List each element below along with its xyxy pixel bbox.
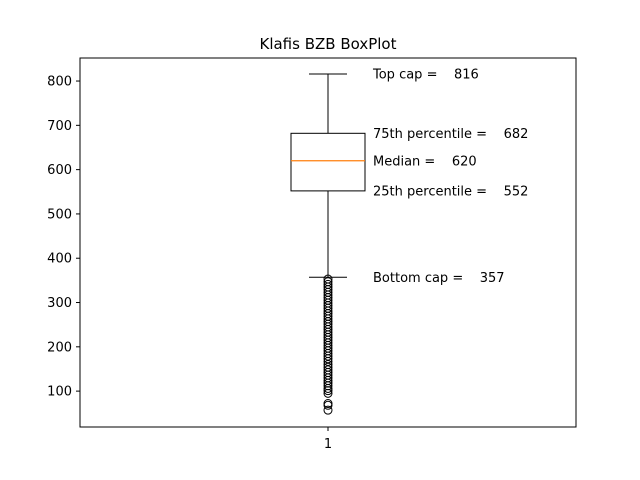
y-tick-label: 300 <box>47 296 72 311</box>
outlier-point <box>323 277 333 287</box>
y-tick-label: 600 <box>47 163 72 178</box>
y-tick-label: 700 <box>47 119 72 134</box>
annotation-text: Bottom cap = 357 <box>373 271 505 286</box>
plot-area: 100 200 300 400 500 600 700 800 1 Top cap = 816 75… <box>47 57 577 452</box>
outlier-point <box>323 405 333 415</box>
annotation-text: 75th percentile = 682 <box>373 127 528 142</box>
y-tick-label: 800 <box>47 75 72 90</box>
outlier-point <box>323 279 333 289</box>
annotation-text: Median = 620 <box>373 154 477 169</box>
y-tick-label: 500 <box>47 207 72 222</box>
chart-title: Klafis BZB BoxPlot <box>259 35 396 53</box>
y-tick-label: 100 <box>47 385 72 400</box>
annotation-text: Top cap = 816 <box>372 67 479 82</box>
outlier-point <box>323 399 333 409</box>
x-tick-label: 1 <box>324 437 332 452</box>
outlier-point <box>323 274 333 284</box>
y-tick-label: 200 <box>47 340 72 355</box>
iqr-box <box>290 132 366 192</box>
y-tick-label: 400 <box>47 252 72 267</box>
outlier-point <box>323 400 333 410</box>
annotation-text: 25th percentile = 552 <box>373 184 528 199</box>
